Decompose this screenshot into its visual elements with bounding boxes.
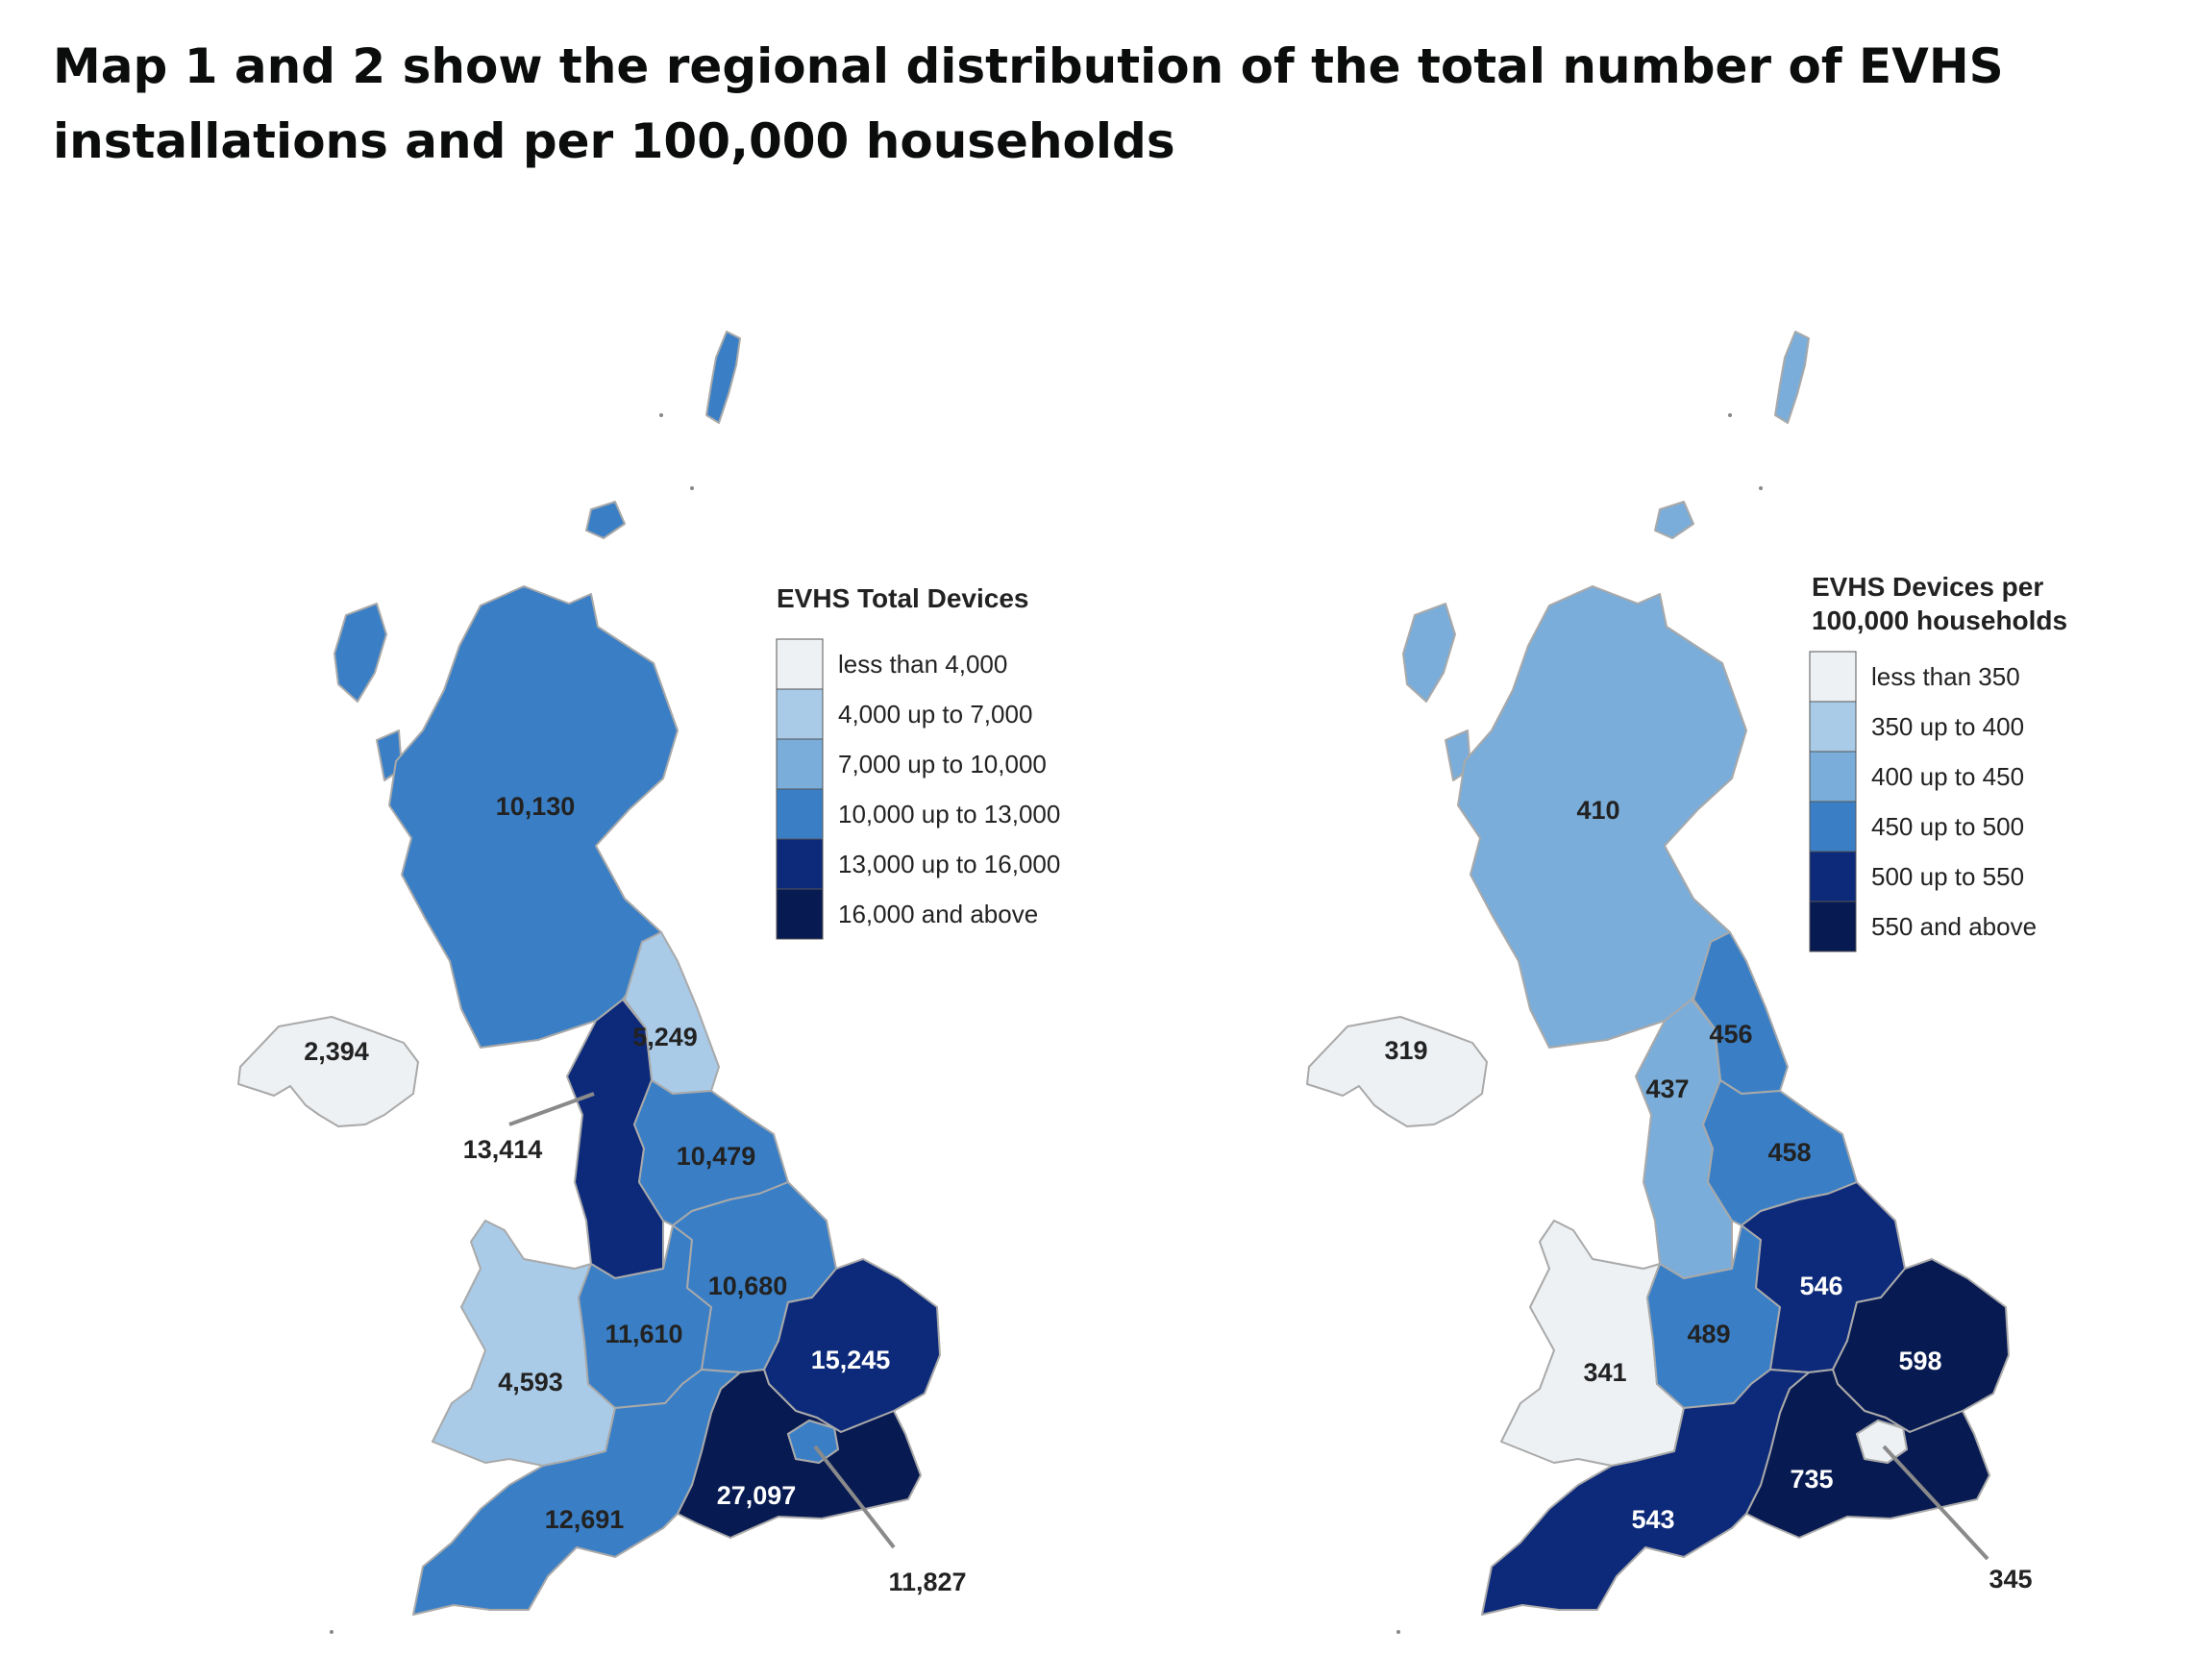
map1-region-london-overlay [786, 1419, 840, 1465]
map1-label-east-midlands: 10,680 [708, 1272, 788, 1300]
map2-region-south-west [1481, 1369, 1810, 1616]
map2-label-scotland: 410 [1576, 796, 1619, 825]
map1-legend-swatch-0 [776, 638, 824, 690]
map2-legend: EVHS Devices per 100,000 households less… [1809, 572, 2067, 952]
map1-label-north-west: 13,414 [463, 1135, 543, 1164]
map2-region-orkney [1654, 501, 1694, 539]
map2-legend-swatch-5 [1809, 901, 1857, 952]
map1-leaders [508, 1092, 896, 1549]
map1-label-wales: 4,593 [498, 1368, 563, 1396]
map1-legend-label-2: 7,000 up to 10,000 [838, 750, 1047, 778]
map2-label-north-east: 456 [1709, 1020, 1752, 1049]
map2-legend-label-1: 350 up to 400 [1871, 712, 2024, 741]
map2-legend-label-3: 450 up to 500 [1871, 812, 2024, 841]
map1-label-northern-ireland: 2,394 [304, 1037, 369, 1066]
map2-region-north-west [1635, 999, 1733, 1279]
map1-legend-swatch-1 [776, 688, 824, 740]
map2-region-lewis [1402, 603, 1456, 703]
map1-legend: EVHS Total Devices less than 4,000 4,000 … [776, 583, 1060, 940]
map1-region-lewis [334, 603, 387, 703]
map2-leader-london [1882, 1445, 1989, 1561]
map1-label-south-west: 12,691 [545, 1505, 625, 1534]
map1-legend-label-1: 4,000 up to 7,000 [838, 700, 1032, 729]
map2-label-east-midlands: 546 [1799, 1272, 1842, 1300]
map2-label-wales: 341 [1583, 1358, 1626, 1387]
map2-region-london-overlay [1855, 1419, 1909, 1465]
map1-regions [237, 331, 941, 1616]
map1-legend-label-4: 13,000 up to 16,000 [838, 850, 1060, 878]
page-heading: Map 1 and 2 show the regional distributi… [53, 38, 2004, 169]
map2-label-northern-ireland: 319 [1384, 1036, 1427, 1065]
map1-legend-label-0: less than 4,000 [838, 650, 1007, 679]
map1-legend-swatch-4 [776, 838, 824, 890]
map1-legend-label-3: 10,000 up to 13,000 [838, 800, 1060, 828]
map1-legend-swatch-3 [776, 788, 824, 840]
map2-region-shetland [1774, 331, 1810, 424]
map2-legend-swatch-0 [1809, 651, 1857, 703]
map1-legend-swatch-5 [776, 888, 824, 940]
map1-label-london: 11,827 [888, 1568, 966, 1596]
map2-label-north-west: 437 [1645, 1075, 1689, 1103]
map1-legend-swatch-2 [776, 738, 824, 790]
map2-regions [1306, 331, 2010, 1616]
map1-region-orkney [585, 501, 626, 539]
map2-leaders [1882, 1445, 1989, 1561]
map-dots [330, 413, 1763, 1634]
map1-region-northern-ireland [237, 1016, 419, 1127]
map1-region-shetland [705, 331, 741, 424]
map1-label-north-east: 5,249 [632, 1023, 698, 1051]
map2-label-london: 345 [1989, 1565, 2032, 1594]
map1-legend-title: EVHS Total Devices [777, 583, 1028, 613]
map2-legend-swatch-3 [1809, 801, 1857, 852]
map2-labels: 410 319 456 437 458 546 489 341 598 735 … [1384, 796, 2032, 1594]
map1-label-west-midlands: 11,610 [605, 1320, 682, 1348]
map2-legend-swatch-1 [1809, 701, 1857, 753]
map1-label-south-east: 27,097 [717, 1481, 797, 1510]
map2-legend-label-2: 400 up to 450 [1871, 762, 2024, 791]
map2-label-yorkshire: 458 [1767, 1138, 1811, 1167]
map1-leader-north-west [508, 1092, 595, 1126]
map2-legend-label-0: less than 350 [1871, 662, 2020, 691]
map1-region-north-west [566, 999, 664, 1279]
map2-label-east: 598 [1898, 1346, 1941, 1375]
map2-legend-title-line1: EVHS Devices per [1812, 572, 2043, 602]
map2-legend-title-line2: 100,000 households [1812, 605, 2067, 635]
map1-legend-label-5: 16,000 and above [838, 900, 1038, 928]
map1-leader-london [813, 1445, 896, 1549]
map2-legend-swatch-2 [1809, 751, 1857, 803]
map1-region-south-west [412, 1369, 741, 1616]
map2-label-south-west: 543 [1631, 1505, 1674, 1534]
map2-label-west-midlands: 489 [1687, 1320, 1730, 1348]
map1-label-yorkshire: 10,479 [677, 1142, 756, 1171]
map1-label-east: 15,245 [811, 1346, 891, 1374]
map1-labels: 10,130 2,394 5,249 13,414 10,479 10,680 … [304, 792, 966, 1596]
map2-legend-label-4: 500 up to 550 [1871, 862, 2024, 891]
map1-label-scotland: 10,130 [496, 792, 576, 821]
map2-legend-swatch-4 [1809, 851, 1857, 902]
map2-region-northern-ireland [1306, 1016, 1488, 1127]
map2-label-south-east: 735 [1790, 1465, 1833, 1494]
map2-legend-label-5: 550 and above [1871, 912, 2037, 941]
